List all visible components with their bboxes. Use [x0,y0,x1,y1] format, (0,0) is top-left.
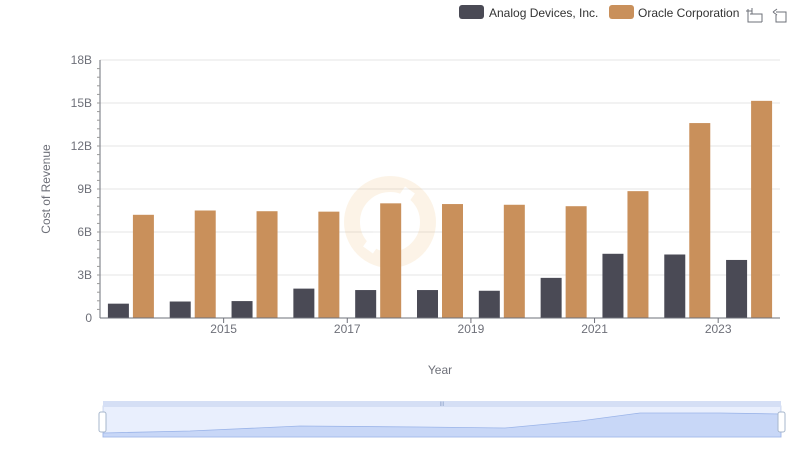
bar-oracle-corporation-2023[interactable] [689,123,711,318]
slider-selected-range [103,406,781,437]
bar-oracle-corporation-2016[interactable] [256,211,278,318]
slider-handle-right[interactable] [777,411,786,433]
restore-icon[interactable] [772,8,787,23]
y-tick-label: 9B [77,182,92,196]
bar-oracle-corporation-2022[interactable] [627,191,649,318]
bar-oracle-corporation-2017[interactable] [318,211,340,318]
y-tick-label: 0 [85,311,92,325]
bar-oracle-corporation-2024[interactable] [751,100,773,318]
bar-analog-devices-inc-2023[interactable] [664,254,686,318]
bar-oracle-corporation-2015[interactable] [194,210,216,319]
x-tick-labels: 2015 2017 2019 2021 2023 [210,318,732,336]
slider-preview-area [102,412,782,438]
x-tick-label: 2015 [210,322,237,336]
bar-analog-devices-inc-2016[interactable] [231,301,253,318]
bar-analog-devices-inc-2015[interactable] [169,301,191,318]
bar-analog-devices-inc-2018[interactable] [355,290,377,318]
legend: Analog Devices, Inc. Oracle Corporation [459,5,739,20]
bar-analog-devices-inc-2020[interactable] [478,290,500,318]
y-tick-labels: 0 3B 6B 9B 12B 15B 18B [71,53,93,325]
legend-item-oracle[interactable]: Oracle Corporation [609,5,739,20]
y-tick-label: 3B [77,268,92,282]
data-zoom-slider[interactable]: III [98,401,786,438]
bar-analog-devices-inc-2019[interactable] [417,290,438,318]
bar-analog-devices-inc-2022[interactable] [602,253,624,318]
slider-handle-left[interactable] [98,411,107,433]
legend-label-analog: Analog Devices, Inc. [489,6,598,20]
bar-analog-devices-inc-2014[interactable] [107,303,129,318]
x-tick-label: 2019 [458,322,485,336]
y-tick-label: 6B [77,225,92,239]
x-tick-label: 2021 [581,322,608,336]
legend-label-oracle: Oracle Corporation [638,6,739,20]
x-tick-label: 2023 [705,322,732,336]
bar-oracle-corporation-2014[interactable] [132,214,154,318]
y-tick-label: 12B [71,139,92,153]
bar-analog-devices-inc-2024[interactable] [726,259,748,318]
bar-oracle-corporation-2019[interactable] [442,204,463,318]
legend-swatch-analog [459,5,484,19]
legend-item-analog[interactable]: Analog Devices, Inc. [459,5,598,20]
bars [107,100,773,319]
bar-oracle-corporation-2018[interactable] [380,203,402,318]
x-axis-title: Year [428,363,452,377]
y-minor-ticks [97,68,100,310]
bar-oracle-corporation-2020[interactable] [503,204,525,318]
bar-analog-devices-inc-2017[interactable] [293,288,315,318]
y-axis-title: Cost of Revenue [39,144,53,234]
bar-oracle-corporation-2021[interactable] [565,206,587,318]
y-tick-label: 18B [71,53,92,67]
legend-swatch-oracle [609,5,634,19]
y-tick-label: 15B [71,96,92,110]
slider-drag-grip[interactable]: III [439,402,444,408]
x-tick-label: 2017 [334,322,361,336]
data-zoom-icon[interactable] [746,8,763,23]
slider-top-bar[interactable] [103,401,781,407]
bar-analog-devices-inc-2021[interactable] [540,277,562,318]
